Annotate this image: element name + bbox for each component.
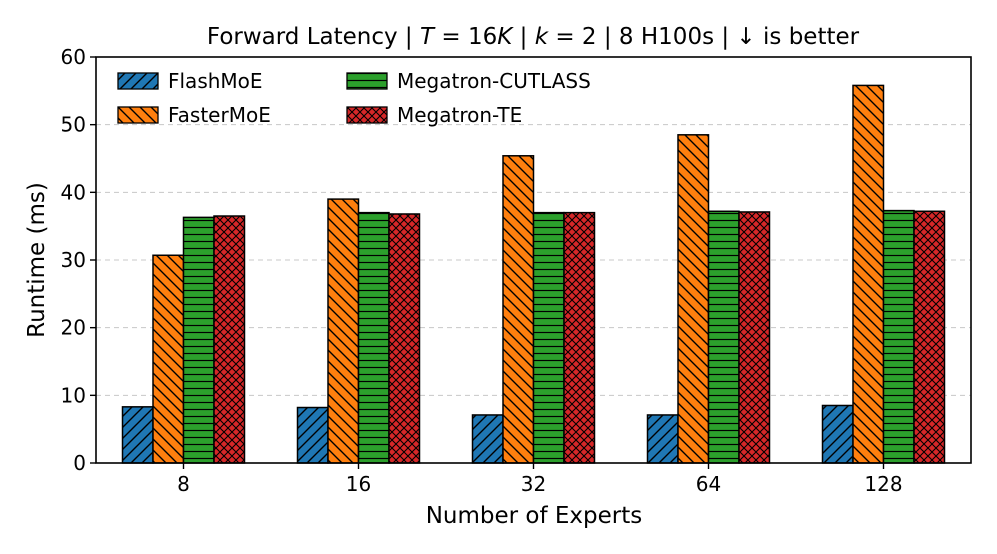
bar-fastermoe-64	[677, 134, 710, 464]
x-tick-label: 32	[521, 472, 546, 496]
legend-label: Megatron-CUTLASS	[397, 69, 591, 93]
bar-flashmoe-64	[646, 414, 679, 464]
y-tick-label: 50	[61, 113, 86, 137]
bar-fastermoe-32	[502, 155, 535, 464]
x-axis-label: Number of Experts	[426, 503, 643, 529]
legend-label: Megatron-TE	[397, 103, 522, 127]
legend-swatch	[117, 72, 159, 90]
bar-megatron-te-64	[738, 211, 771, 464]
bar-megatron-cutlass-32	[532, 211, 565, 464]
bar-fastermoe-128	[852, 84, 885, 464]
bar-megatron-te-8	[213, 215, 246, 464]
legend-label: FlashMoE	[168, 69, 263, 93]
bar-megatron-cutlass-128	[882, 209, 915, 464]
y-tick-label: 20	[61, 316, 86, 340]
y-tick-label: 40	[61, 180, 86, 204]
y-axis-label: Runtime (ms)	[24, 182, 50, 338]
legend: FlashMoE FasterMoE Megatron-CUTLASS Megatro…	[117, 69, 591, 127]
bar-flashmoe-16	[296, 406, 329, 464]
bar-megatron-te-128	[913, 210, 946, 464]
legend-swatch	[346, 72, 388, 90]
legend-swatch	[117, 106, 159, 124]
legend-swatch	[346, 106, 388, 124]
x-tick-label: 16	[346, 472, 371, 496]
y-tick-label: 10	[61, 383, 86, 407]
bar-flashmoe-128	[821, 404, 854, 464]
x-tick-label: 8	[177, 472, 190, 496]
chart-title: Forward Latency | T = 16K | k = 2 | 8 H1…	[207, 24, 860, 50]
legend-label: FasterMoE	[168, 103, 271, 127]
x-tick-label: 128	[864, 472, 902, 496]
bar-fastermoe-8	[152, 254, 185, 464]
y-axis-ticks: 0 10 20 30 40 50 60	[61, 45, 96, 475]
x-axis-ticks: 8 16 32 64 128	[177, 463, 903, 496]
bar-flashmoe-32	[471, 414, 504, 464]
bar-megatron-te-32	[563, 211, 596, 464]
bar-megatron-cutlass-16	[357, 211, 390, 464]
bar-megatron-cutlass-64	[707, 210, 740, 464]
bar-fastermoe-16	[327, 198, 360, 464]
bars	[121, 84, 946, 464]
bar-megatron-cutlass-8	[182, 216, 215, 464]
y-tick-label: 0	[73, 451, 86, 475]
x-tick-label: 64	[696, 472, 721, 496]
bar-megatron-te-16	[388, 213, 421, 464]
y-tick-label: 60	[61, 45, 86, 69]
y-tick-label: 30	[61, 248, 86, 272]
bar-flashmoe-8	[121, 406, 154, 464]
